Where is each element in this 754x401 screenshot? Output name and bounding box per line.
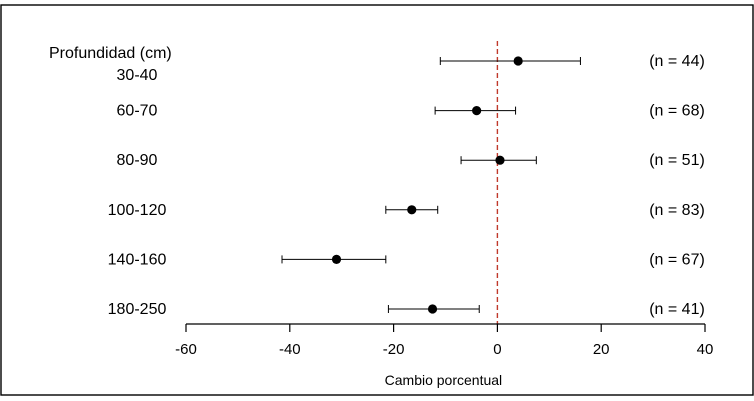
estimate-point: [472, 106, 482, 116]
row-100-120: 100-120 (n = 83): [108, 202, 705, 219]
sample-size-label: (n = 83): [649, 202, 705, 219]
x-tick-label: -40: [279, 341, 301, 358]
x-tick-label: -20: [383, 341, 405, 358]
x-tick-label: -60: [175, 341, 197, 358]
row-140-160: 140-160 (n = 67): [108, 251, 705, 268]
row-30-40: 30-40 (n = 44): [117, 53, 705, 84]
x-tick-label: 20: [593, 341, 610, 358]
sample-size-label: (n = 41): [649, 301, 705, 318]
sample-size-label: (n = 44): [649, 53, 705, 70]
depth-label: 100-120: [108, 202, 167, 219]
row-80-90: 80-90 (n = 51): [117, 152, 705, 169]
estimate-point: [513, 56, 523, 66]
category-header: Profundidad (cm): [49, 45, 172, 62]
depth-label: 60-70: [117, 103, 158, 120]
row-180-250: 180-250 (n = 41): [108, 301, 705, 318]
estimate-point: [495, 155, 505, 165]
depth-label: 180-250: [108, 301, 167, 318]
sample-size-label: (n = 67): [649, 251, 705, 268]
sample-size-label: (n = 51): [649, 152, 705, 169]
rows-layer: 30-40 (n = 44) 60-70 (n = 68) 80-90 (n = 51) 1…: [108, 53, 705, 318]
estimate-point: [427, 304, 438, 314]
depth-label: 80-90: [117, 152, 158, 169]
x-axis-label: Cambio porcentual: [385, 372, 503, 388]
x-tick-label: 40: [697, 341, 714, 358]
plot-frame: [0, 4, 754, 396]
x-tick-label: 0: [493, 341, 501, 358]
sample-size-label: (n = 68): [649, 103, 705, 120]
row-60-70: 60-70 (n = 68): [117, 103, 705, 120]
x-axis-ticks: -60 -40 -20 0 20 40: [175, 324, 713, 358]
estimate-point: [331, 254, 342, 264]
estimate-point: [407, 205, 417, 215]
x-axis: -60 -40 -20 0 20 40: [175, 323, 713, 358]
depth-label: 140-160: [108, 251, 167, 268]
depth-label: 30-40: [117, 67, 158, 84]
